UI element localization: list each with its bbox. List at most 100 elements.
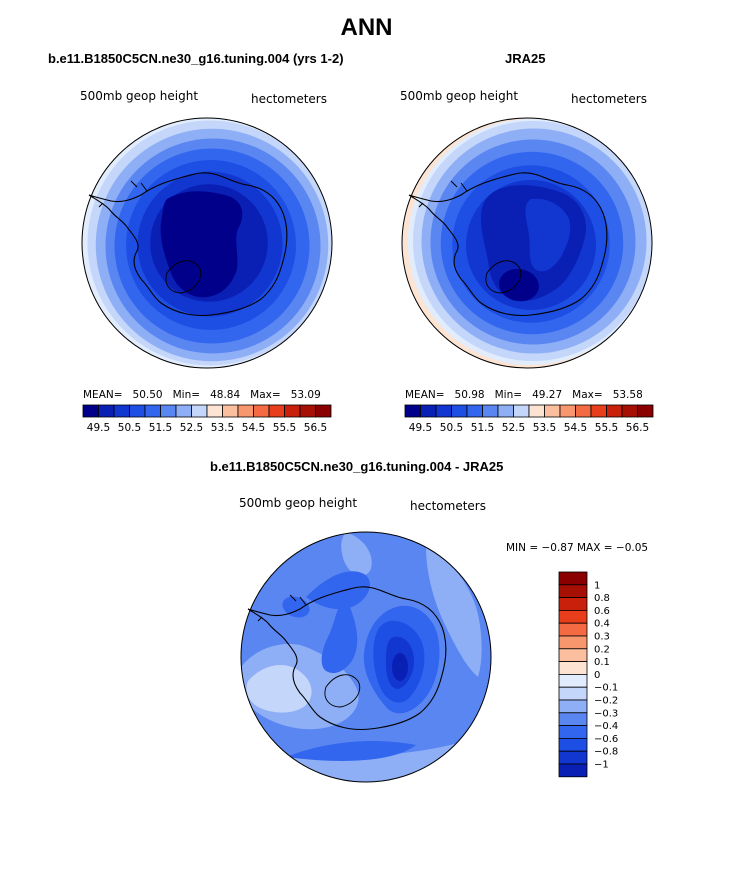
colorbar-box: [482, 404, 499, 418]
colorbar-box: [284, 404, 301, 418]
antarctica-outline: [88, 172, 288, 317]
colorbar-tick-label: 0.4: [594, 619, 610, 630]
panel1-mean-label: MEAN=: [83, 389, 123, 401]
colorbar-box: [82, 404, 99, 418]
map-border: [401, 117, 653, 369]
colorbar-box: [558, 674, 588, 688]
colorbar-box: [558, 635, 588, 650]
colorbar-tick-label: 50.5: [118, 422, 141, 434]
contour-band: [426, 547, 482, 677]
panel1-stats: MEAN= 50.50 Min= 48.84 Max= 53.09: [83, 389, 321, 401]
panel1-colorbar: 49.5 50.5 51.5 52.5 53.5 54.5 55.5 56.5: [82, 404, 332, 434]
colorbar-tick-label: −0.8: [594, 747, 618, 758]
colorbar-box: [558, 571, 588, 586]
contour-band: [321, 597, 358, 674]
colorbar-box: [420, 404, 437, 418]
panel3-title: b.e11.B1850C5CN.ne30_g16.tuning.004 - JR…: [210, 459, 504, 474]
colorbar-box: [513, 404, 530, 418]
colorbar-box: [558, 686, 588, 701]
colorbar-box: [98, 404, 115, 418]
colorbar-box: [528, 404, 545, 418]
colorbar-tick-label: 53.5: [211, 422, 234, 434]
panel2-map: [401, 117, 653, 369]
colorbar-box: [558, 597, 588, 611]
colorbar-box: [206, 404, 223, 418]
panel2-units-label: hectometers: [571, 92, 647, 106]
colorbar-tick-label: −0.2: [594, 696, 618, 707]
panel2-variable-label: 500mb geop height: [400, 89, 519, 103]
colorbar-box: [558, 699, 588, 714]
colorbar-box: [558, 648, 588, 663]
colorbar-tick-label: −1: [594, 760, 609, 771]
colorbar-tick-label: 0.1: [594, 657, 610, 668]
coastline: [88, 172, 288, 317]
colorbar-tick-label: 52.5: [502, 422, 525, 434]
contour-band: [286, 741, 416, 761]
colorbar-box: [544, 404, 561, 418]
colorbar-tick-label: 49.5: [87, 422, 110, 434]
colorbar-box: [144, 404, 161, 418]
colorbar-box: [590, 404, 607, 418]
colorbar-tick-label: 55.5: [595, 422, 618, 434]
antarctica-outline: [247, 586, 447, 731]
colorbar-tick-label: 0: [594, 670, 600, 681]
colorbar-box: [606, 404, 623, 418]
contour-band: [306, 571, 370, 610]
coastline: [418, 180, 468, 208]
colorbar-tick-label: 51.5: [149, 422, 172, 434]
colorbar-tick-label: 0.2: [594, 644, 610, 655]
panel1-min-label: Min=: [172, 389, 201, 401]
panel2-max-label: Max=: [572, 389, 603, 401]
colorbar-box: [558, 737, 588, 752]
colorbar-box: [558, 763, 588, 778]
panel2-colorbar: 49.5 50.5 51.5 52.5 53.5 54.5 55.5 56.5: [404, 404, 654, 434]
ice-shelf: [324, 674, 361, 708]
colorbar-tick-label: −0.6: [594, 734, 618, 745]
panel2-mean-value: 50.98: [454, 389, 485, 401]
colorbar-box: [575, 404, 592, 418]
colorbar-box: [237, 404, 254, 418]
ice-shelf: [485, 260, 522, 294]
colorbar-box: [558, 661, 588, 675]
panel1-units-label: hectometers: [251, 92, 327, 106]
colorbar-box: [497, 404, 514, 418]
panel3-variable-label: 500mb geop height: [239, 496, 358, 510]
colorbar-tick-label: −0.3: [594, 708, 618, 719]
colorbar-box: [253, 404, 270, 418]
panel1-mean-value: 50.50: [132, 389, 163, 401]
colorbar-tick-label: 54.5: [242, 422, 265, 434]
panel3-minmax: MIN = −0.87 MAX = −0.05: [506, 542, 649, 554]
map-border: [81, 117, 333, 369]
colorbar-box: [315, 404, 332, 418]
panel1-min-value: 48.84: [210, 389, 241, 401]
colorbar-tick-label: 55.5: [273, 422, 296, 434]
colorbar-tick-label: 0.6: [594, 606, 610, 617]
coastline: [257, 594, 307, 622]
colorbar-tick-label: 49.5: [409, 422, 432, 434]
panel2-stats: MEAN= 50.98 Min= 49.27 Max= 53.58: [405, 389, 643, 401]
colorbar-box: [558, 712, 588, 727]
contour-band: [499, 268, 539, 302]
colorbar-box: [558, 584, 588, 598]
coastline: [247, 586, 447, 731]
colorbar-tick-label: −0.1: [594, 683, 618, 694]
panel3-colorbar: 1 0.8 0.6 0.4 0.30.2 0.1 0 −0.1 −0.2−0.3 −0.4 −0.6…: [558, 571, 618, 778]
map-border: [240, 531, 492, 783]
colorbar-box: [222, 404, 239, 418]
contour-band: [246, 665, 312, 713]
contour-band: [392, 653, 408, 681]
panel3-units-label: hectometers: [410, 499, 486, 513]
contour-band: [341, 532, 372, 576]
colorbar-tick-label: 50.5: [440, 422, 463, 434]
panel1-variable-label: 500mb geop height: [80, 89, 199, 103]
panel2-mean-label: MEAN=: [405, 389, 445, 401]
colorbar-tick-label: −0.4: [594, 721, 618, 732]
coastline: [98, 180, 148, 208]
colorbar-tick-label: 52.5: [180, 422, 203, 434]
panel1-map: [81, 117, 333, 369]
panel2-max-value: 53.58: [612, 389, 643, 401]
colorbar-tick-label: 1: [594, 580, 600, 591]
colorbar-box: [435, 404, 452, 418]
panel1-max-value: 53.09: [290, 389, 321, 401]
colorbar-box: [558, 725, 588, 739]
